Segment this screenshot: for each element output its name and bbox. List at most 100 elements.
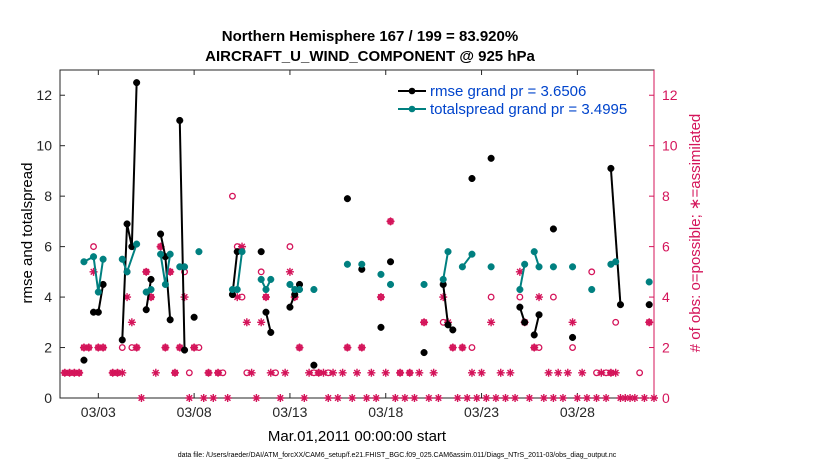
obs-possible-marker xyxy=(516,293,524,301)
x-tick-label: 03/18 xyxy=(368,404,403,420)
obs-possible-marker xyxy=(588,268,596,276)
rmse-point xyxy=(420,349,428,357)
totalspread-point xyxy=(295,285,304,294)
totalspread-point xyxy=(588,285,596,294)
obs-assimilated-marker xyxy=(161,343,170,352)
x-tick-label: 03/03 xyxy=(81,404,116,420)
obs-assimilated-marker xyxy=(453,394,462,402)
obs-assimilated-marker xyxy=(645,318,654,327)
rmse-legend-label: rmse grand pr = 3.6506 xyxy=(430,83,586,100)
totalspread-point xyxy=(286,280,294,289)
obs-assimilated-marker xyxy=(626,394,635,402)
obs-assimilated-marker xyxy=(558,394,567,402)
totalspread-point xyxy=(123,268,131,276)
rmse-point xyxy=(147,275,155,283)
obs-assimilated-marker xyxy=(257,318,266,327)
totalspread-point xyxy=(377,270,385,278)
obs-assimilated-marker xyxy=(554,368,563,377)
totalspread-point xyxy=(157,250,165,258)
obs-assimilated-marker xyxy=(357,343,366,352)
chart-title-line2: AIRCRAFT_U_WIND_COMPONENT @ 925 hPa xyxy=(205,48,535,65)
x-tick-label: 03/23 xyxy=(464,404,499,420)
totalspread-point xyxy=(549,263,557,271)
totalspread-point xyxy=(166,250,174,258)
obs-assimilated-marker xyxy=(568,318,577,327)
obs-assimilated-marker xyxy=(602,394,611,402)
y-tick-label-left: 4 xyxy=(44,289,52,305)
rmse-point xyxy=(257,248,265,256)
obs-assimilated-marker xyxy=(467,368,476,377)
obs-assimilated-marker xyxy=(525,394,534,402)
obs-assimilated-marker xyxy=(381,368,390,377)
obs-assimilated-marker xyxy=(166,267,175,276)
obs-assimilated-marker xyxy=(94,343,103,352)
totalspread-point xyxy=(257,275,265,283)
obs-possible-marker xyxy=(90,243,97,251)
obs-possible-marker xyxy=(468,344,476,351)
rmse-legend-marker xyxy=(408,87,416,95)
rmse-point xyxy=(521,318,529,326)
obs-assimilated-marker xyxy=(448,343,457,352)
obs-assimilated-marker xyxy=(458,343,467,352)
obs-assimilated-marker xyxy=(463,394,472,402)
obs-assimilated-marker xyxy=(151,368,160,377)
obs-assimilated-marker xyxy=(89,267,98,276)
rmse-point xyxy=(142,306,150,314)
obs-assimilated-marker xyxy=(319,368,328,377)
y-tick-label-right: 6 xyxy=(662,239,670,255)
rmse-point xyxy=(535,311,543,319)
obs-assimilated-marker xyxy=(487,318,496,327)
totalspread-point xyxy=(310,285,318,294)
obs-assimilated-marker xyxy=(79,343,88,352)
obs-possible-marker xyxy=(286,243,294,251)
obs-assimilated-marker xyxy=(348,394,357,402)
rmse-point xyxy=(123,220,131,228)
obs-assimilated-marker xyxy=(434,394,443,402)
obs-assimilated-marker xyxy=(305,368,314,377)
obs-assimilated-marker xyxy=(439,293,448,302)
rmse-point xyxy=(180,346,189,354)
totalspread-legend-label: totalspread grand pr = 3.4995 xyxy=(430,101,627,118)
obs-assimilated-marker xyxy=(137,394,146,402)
totalspread-point xyxy=(358,260,366,268)
totalspread-point xyxy=(420,280,428,289)
obs-assimilated-marker xyxy=(113,368,122,377)
obs-assimilated-marker xyxy=(592,394,601,402)
totalspread-point xyxy=(645,278,653,286)
rmse-point xyxy=(616,301,625,309)
obs-assimilated-marker xyxy=(300,394,309,402)
obs-assimilated-marker xyxy=(544,368,553,377)
obs-assimilated-marker xyxy=(233,293,242,302)
obs-assimilated-marker xyxy=(281,368,290,377)
totalspread-point xyxy=(343,260,351,268)
rmse-point xyxy=(468,174,476,183)
totalspread-point xyxy=(99,255,107,263)
obs-assimilated-marker xyxy=(415,368,424,377)
x-axis-label: Mar.01,2011 00:00:00 start xyxy=(268,428,447,445)
rmse-point xyxy=(267,328,275,336)
obs-assimilated-marker xyxy=(630,394,639,402)
rmse-point xyxy=(133,79,141,87)
y-tick-label-left: 0 xyxy=(44,390,52,406)
obs-assimilated-marker xyxy=(582,394,591,402)
obs-possible-marker xyxy=(118,344,126,351)
obs-assimilated-marker xyxy=(84,343,93,352)
rmse-point xyxy=(516,303,524,311)
obs-possible-marker xyxy=(185,369,193,377)
totalspread-line xyxy=(518,264,526,290)
obs-assimilated-marker xyxy=(362,394,371,402)
totalspread-point xyxy=(94,288,102,296)
obs-assimilated-marker xyxy=(477,368,486,377)
rmse-point xyxy=(569,333,577,341)
obs-assimilated-marker xyxy=(391,394,400,402)
obs-assimilated-marker xyxy=(353,368,361,377)
obs-assimilated-marker xyxy=(396,368,405,377)
rmse-point xyxy=(190,313,198,321)
obs-assimilated-marker xyxy=(650,394,658,402)
obs-assimilated-marker xyxy=(535,293,544,302)
y-tick-label-left: 12 xyxy=(36,87,52,103)
obs-assimilated-marker xyxy=(472,394,481,402)
obs-assimilated-marker xyxy=(501,394,510,402)
y-tick-label-left: 8 xyxy=(44,188,52,204)
totalspread-point xyxy=(89,253,98,261)
